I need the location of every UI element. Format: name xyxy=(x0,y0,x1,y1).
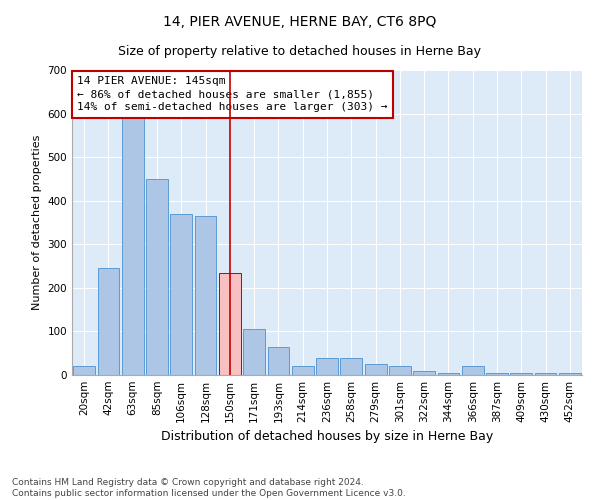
Bar xyxy=(462,366,484,375)
Bar xyxy=(73,366,95,375)
Bar xyxy=(486,373,508,375)
Bar xyxy=(389,366,411,375)
Bar xyxy=(146,179,168,375)
Bar xyxy=(194,216,217,375)
Bar xyxy=(535,373,556,375)
Text: Contains HM Land Registry data © Crown copyright and database right 2024.
Contai: Contains HM Land Registry data © Crown c… xyxy=(12,478,406,498)
Bar xyxy=(97,268,119,375)
Bar xyxy=(219,272,241,375)
Text: Size of property relative to detached houses in Herne Bay: Size of property relative to detached ho… xyxy=(119,45,482,58)
Y-axis label: Number of detached properties: Number of detached properties xyxy=(32,135,42,310)
Text: 14 PIER AVENUE: 145sqm
← 86% of detached houses are smaller (1,855)
14% of semi-: 14 PIER AVENUE: 145sqm ← 86% of detached… xyxy=(77,76,388,112)
Bar xyxy=(559,373,581,375)
Bar xyxy=(316,358,338,375)
Bar xyxy=(365,364,386,375)
Bar xyxy=(243,329,265,375)
Bar xyxy=(292,366,314,375)
Bar xyxy=(268,346,289,375)
Bar xyxy=(511,373,532,375)
Bar xyxy=(170,214,192,375)
Text: 14, PIER AVENUE, HERNE BAY, CT6 8PQ: 14, PIER AVENUE, HERNE BAY, CT6 8PQ xyxy=(163,15,437,29)
Bar xyxy=(122,116,143,375)
X-axis label: Distribution of detached houses by size in Herne Bay: Distribution of detached houses by size … xyxy=(161,430,493,444)
Bar xyxy=(413,370,435,375)
Bar xyxy=(340,358,362,375)
Bar xyxy=(437,373,460,375)
